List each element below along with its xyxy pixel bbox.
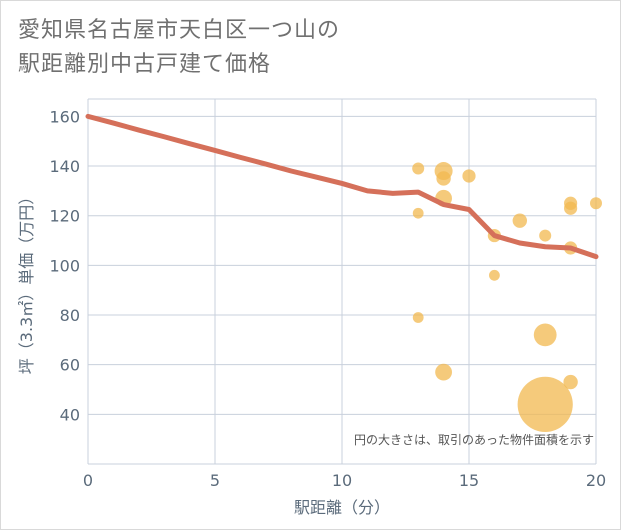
size-note: 円の大きさは、取引のあった物件面積を示す: [354, 432, 594, 447]
scatter-point: [436, 171, 451, 186]
y-tick-label: 160: [49, 107, 80, 126]
x-tick-label: 5: [210, 471, 220, 490]
x-tick-label: 15: [459, 471, 479, 490]
scatter-point: [539, 229, 552, 242]
grid-lines: [87, 98, 597, 465]
scatter-point: [435, 363, 452, 381]
scatter-point: [412, 312, 424, 323]
scatter-point: [412, 207, 424, 219]
scatter-point: [512, 213, 527, 228]
scatter-point: [462, 169, 476, 183]
x-axis-label: 駅距離（分）: [294, 498, 390, 517]
y-tick-label: 40: [60, 405, 80, 424]
scatter-point: [533, 323, 557, 347]
scatter-point: [489, 269, 500, 281]
scatter-point: [590, 197, 602, 210]
scatter-point: [412, 162, 425, 175]
x-tick-label: 20: [586, 471, 606, 490]
average-price-line: [85, 113, 599, 260]
scatter-point: [564, 201, 578, 215]
tick-labels: 0 5 10 15 20 40 60 80 100 120 140 160: [49, 107, 606, 490]
y-axis-label: 坪（3.3㎡）単価（万円）: [17, 189, 36, 374]
chart-title: 愛知県名古屋市天白区一つ山の 駅距離別中古戸建て価格: [18, 14, 578, 82]
y-tick-label: 80: [60, 306, 80, 325]
chart-title-line1: 愛知県名古屋市天白区一つ山の: [18, 18, 341, 43]
chart-title-line2: 駅距離別中古戸建て価格: [18, 52, 272, 77]
scatter-point: [517, 376, 573, 433]
x-tick-label: 10: [332, 471, 352, 490]
line-series: [85, 113, 599, 260]
y-tick-label: 60: [60, 356, 80, 375]
y-tick-label: 140: [49, 157, 80, 176]
scatter-point: [563, 374, 578, 390]
x-tick-label: 0: [83, 471, 93, 490]
y-tick-label: 100: [49, 256, 80, 275]
y-tick-label: 120: [49, 207, 80, 226]
